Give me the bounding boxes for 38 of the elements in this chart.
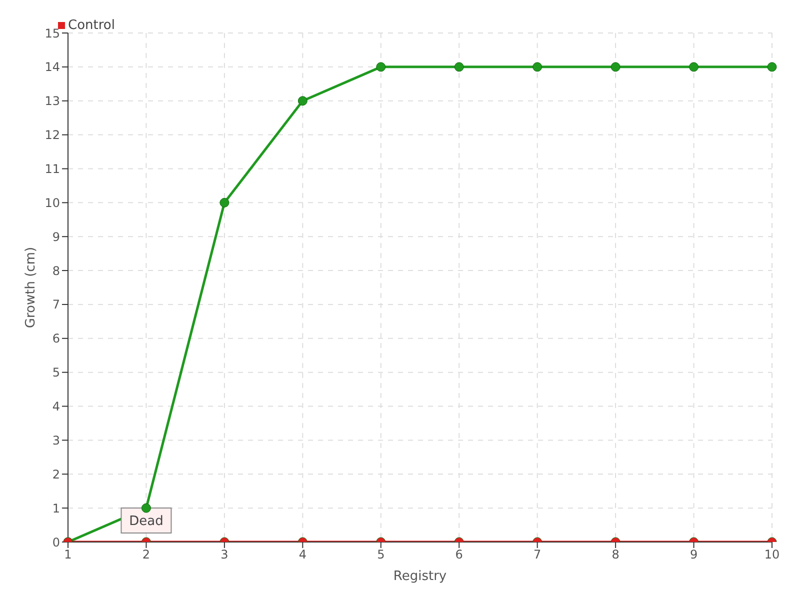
y-tick-label: 1: [52, 501, 60, 516]
x-tick-label: 5: [377, 548, 385, 562]
y-tick-label: 13: [44, 94, 60, 108]
y-tick-label: 15: [44, 26, 60, 40]
point: [610, 62, 620, 72]
y-tick-label: 2: [52, 467, 60, 482]
annotation: Dead: [129, 514, 164, 529]
point: [298, 96, 308, 106]
point: [532, 62, 542, 72]
point: [376, 62, 386, 72]
x-tick-label: 2: [142, 548, 150, 562]
y-tick-label: 4: [52, 400, 60, 414]
y-tick-label: 9: [52, 230, 60, 244]
point: [220, 198, 230, 208]
legend-label: Control: [68, 18, 115, 33]
y-tick-label: 7: [52, 298, 60, 312]
y-tick-label: 14: [44, 60, 60, 74]
x-tick-label: 3: [220, 548, 228, 562]
point: [454, 62, 464, 72]
y-tick-label: 6: [52, 332, 60, 346]
x-tick-label: 10: [764, 548, 780, 562]
x-tick-label: 1: [64, 548, 72, 562]
y-tick-label: 8: [52, 264, 60, 278]
x-axis-title: Registry: [393, 569, 447, 584]
y-tick-label: 11: [44, 162, 60, 176]
x-tick-label: 6: [455, 548, 463, 562]
x-tick-label: 7: [534, 548, 542, 562]
point: [767, 62, 777, 72]
x-tick-label: 8: [612, 548, 620, 562]
x-tick-label: 9: [690, 548, 698, 562]
y-axis-title: Growth (cm): [24, 246, 39, 328]
y-tick-label: 0: [52, 535, 60, 550]
y-tick-label: 5: [52, 366, 60, 380]
y-tick-label: 3: [52, 433, 60, 448]
y-tick-label: 12: [44, 128, 60, 142]
x-tick-label: 4: [298, 548, 306, 562]
y-tick-label: 10: [44, 196, 60, 210]
point: [689, 62, 699, 72]
